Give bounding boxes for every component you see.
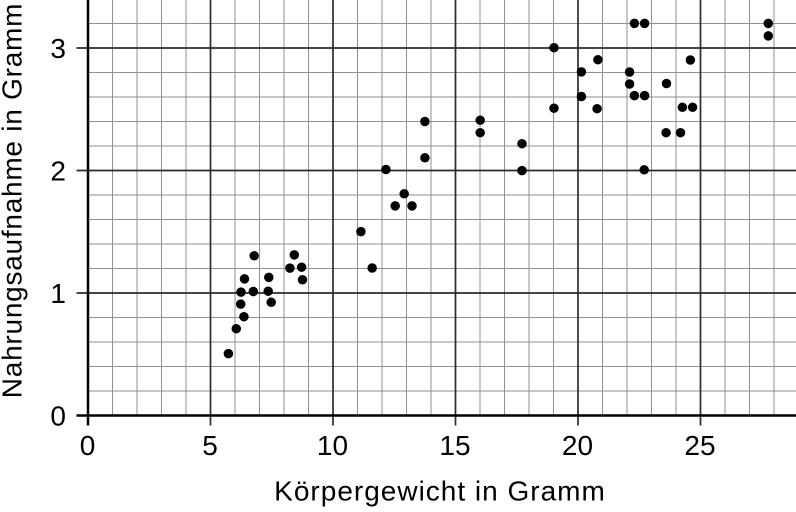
svg-text:20: 20: [562, 430, 593, 461]
svg-text:1: 1: [50, 278, 66, 309]
svg-text:0: 0: [50, 401, 66, 432]
svg-text:3: 3: [50, 33, 66, 64]
svg-text:15: 15: [439, 430, 470, 461]
svg-text:Körpergewicht in Gramm: Körpergewicht in Gramm: [274, 476, 606, 507]
svg-text:25: 25: [684, 430, 715, 461]
svg-text:0: 0: [80, 430, 96, 461]
svg-text:10: 10: [317, 430, 348, 461]
svg-text:2: 2: [50, 156, 66, 187]
svg-text:Nahrungsaufnahme in Gramm: Nahrungsaufnahme in Gramm: [0, 3, 28, 398]
svg-text:5: 5: [202, 430, 218, 461]
